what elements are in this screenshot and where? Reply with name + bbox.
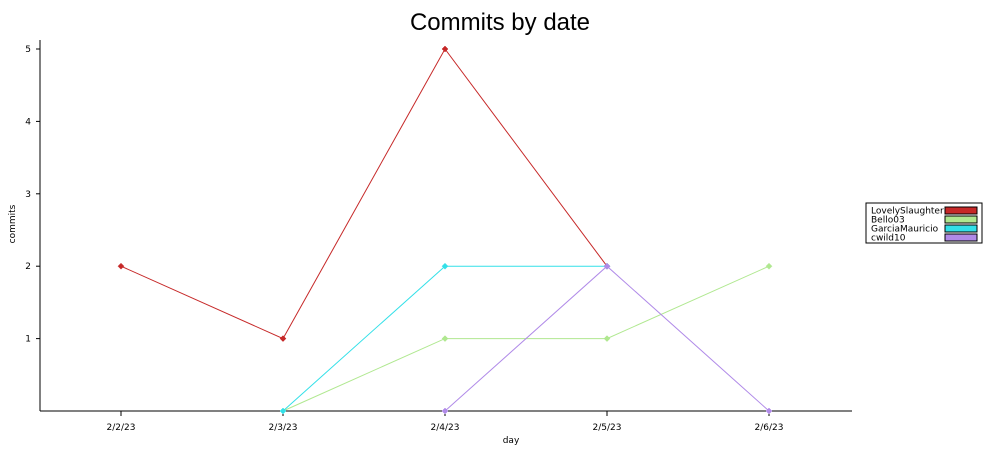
legend-swatch (944, 233, 978, 242)
y-axis-label: commits (8, 204, 18, 243)
data-point (603, 262, 611, 270)
legend-label: Bello03 (871, 216, 905, 226)
series-layer (117, 45, 773, 415)
data-point (441, 45, 449, 53)
y-tick-label: 2 (25, 262, 31, 272)
data-point (441, 407, 449, 415)
y-ticks: 1 2 3 4 5 (25, 45, 40, 345)
legend-swatch (944, 215, 978, 224)
y-tick-label: 3 (25, 190, 31, 200)
legend-label: GarciaMauricio (871, 225, 939, 235)
data-point (441, 262, 449, 270)
legend-label: LovelySlaughter (871, 207, 944, 217)
x-tick-label: 2/2/23 (107, 423, 136, 433)
series-cwild10 (441, 262, 773, 415)
legend-swatch (944, 224, 978, 233)
data-point (603, 335, 611, 342)
chart-axes (39, 40, 852, 412)
data-point (117, 262, 125, 270)
data-point (441, 335, 449, 342)
legend: LovelySlaughterBello03GarciaMauriciocwil… (865, 202, 983, 244)
x-tick-label: 2/4/23 (431, 423, 460, 433)
y-tick-label: 1 (25, 335, 31, 345)
data-point (279, 335, 287, 342)
y-tick-label: 4 (25, 117, 31, 127)
legend-swatch (944, 206, 978, 215)
data-point (765, 262, 773, 270)
series-line (120, 48, 608, 340)
chart-title: Commits by date (410, 9, 590, 36)
x-tick-label: 2/6/23 (755, 423, 784, 433)
data-point (765, 407, 773, 415)
y-tick-label: 5 (25, 45, 31, 55)
series-LovelySlaughter (117, 45, 611, 342)
data-point (279, 407, 287, 415)
x-axis-label: day (503, 436, 520, 446)
x-tick-label: 2/3/23 (269, 423, 298, 433)
legend-label: cwild10 (871, 234, 906, 244)
x-tick-label: 2/5/23 (593, 423, 622, 433)
